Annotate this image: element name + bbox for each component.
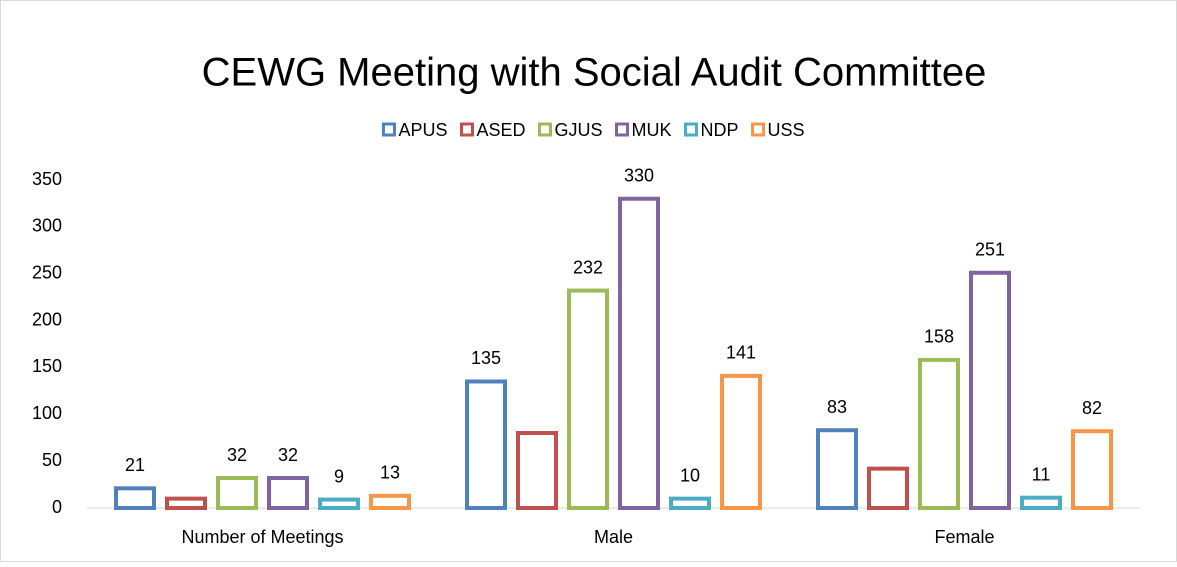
y-tick-label: 150 bbox=[32, 356, 62, 376]
bar bbox=[618, 196, 660, 510]
legend-swatch bbox=[459, 122, 474, 137]
data-label: 83 bbox=[827, 397, 847, 417]
y-tick-label: 350 bbox=[32, 169, 62, 189]
x-tick-label: Female bbox=[934, 527, 994, 547]
legend-swatch bbox=[751, 122, 766, 137]
data-label: 82 bbox=[1082, 398, 1102, 418]
bar bbox=[720, 373, 762, 510]
legend-label: NDP bbox=[701, 120, 739, 140]
data-label: 13 bbox=[380, 463, 400, 483]
legend-label: MUK bbox=[632, 120, 672, 140]
y-tick-label: 50 bbox=[42, 450, 62, 470]
legend-label: USS bbox=[768, 120, 805, 140]
bar bbox=[969, 270, 1011, 510]
x-tick-label: Number of Meetings bbox=[181, 527, 343, 547]
data-label: 135 bbox=[471, 348, 501, 368]
bar bbox=[267, 476, 309, 510]
bar bbox=[918, 357, 960, 510]
data-label: 330 bbox=[624, 165, 654, 185]
legend-swatch bbox=[381, 122, 396, 137]
bar bbox=[165, 496, 207, 510]
bar bbox=[114, 486, 156, 511]
legend-swatch bbox=[615, 122, 630, 137]
bar bbox=[816, 428, 858, 510]
data-label: 9 bbox=[334, 466, 344, 486]
legend-swatch bbox=[538, 122, 553, 137]
bar bbox=[516, 431, 558, 510]
chart-title: CEWG Meeting with Social Audit Committee bbox=[202, 51, 987, 95]
bar bbox=[567, 288, 609, 510]
bar bbox=[669, 496, 711, 510]
legend-label: GJUS bbox=[555, 120, 603, 140]
data-label: 11 bbox=[1032, 464, 1051, 484]
data-label: 21 bbox=[125, 455, 145, 475]
bar bbox=[465, 379, 507, 510]
bar bbox=[318, 497, 360, 510]
data-label: 232 bbox=[573, 257, 603, 277]
y-tick-label: 300 bbox=[32, 216, 62, 236]
legend-label: APUS bbox=[398, 120, 447, 140]
data-label: 32 bbox=[278, 445, 298, 465]
y-tick-label: 100 bbox=[32, 403, 62, 423]
data-label: 158 bbox=[924, 327, 954, 347]
bar bbox=[1020, 495, 1062, 511]
y-tick-label: 0 bbox=[52, 497, 62, 517]
bar bbox=[369, 493, 411, 510]
data-label: 141 bbox=[726, 343, 756, 363]
data-label: 251 bbox=[975, 240, 1005, 260]
bar bbox=[216, 476, 258, 510]
legend-swatch bbox=[684, 122, 699, 137]
y-tick-label: 200 bbox=[32, 309, 62, 329]
bar bbox=[1071, 429, 1113, 511]
legend-label: ASED bbox=[476, 120, 525, 140]
x-tick-label: Male bbox=[594, 527, 633, 547]
y-tick-label: 250 bbox=[32, 262, 62, 282]
data-label: 32 bbox=[227, 445, 247, 465]
data-label: 10 bbox=[680, 465, 700, 485]
bar bbox=[867, 466, 909, 511]
